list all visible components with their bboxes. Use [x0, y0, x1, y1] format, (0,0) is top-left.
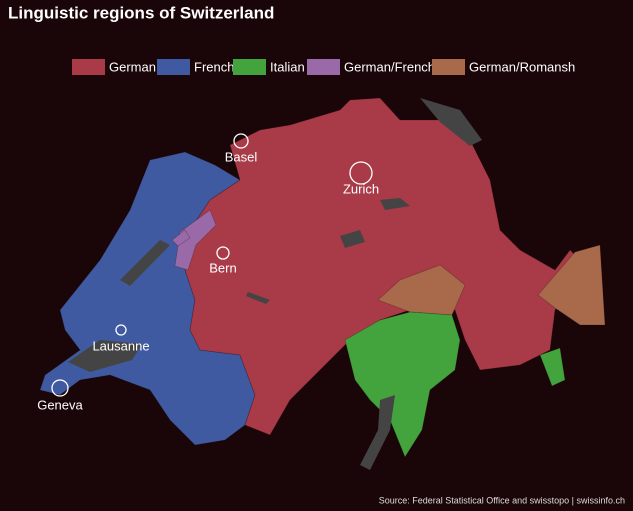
city-label: Geneva — [37, 397, 83, 412]
legend-label: German/French — [344, 59, 435, 74]
city-marker — [233, 133, 249, 149]
legend-swatch — [307, 59, 340, 75]
city-label: Basel — [225, 149, 258, 164]
cities: Basel Zurich Bern Lausanne Geneva — [37, 133, 379, 412]
region-german-french — [171, 229, 191, 247]
lake — [360, 395, 395, 470]
regions — [39, 97, 606, 458]
legend-label: French — [194, 59, 234, 74]
region-romansh — [537, 244, 606, 326]
lake — [340, 230, 365, 248]
region-italian — [344, 311, 461, 458]
city-marker — [349, 161, 373, 185]
region-german-french — [174, 209, 217, 271]
region-german — [184, 97, 591, 436]
city-marker — [115, 324, 127, 336]
legend-label: Italian — [270, 59, 305, 74]
legend: German French Italian German/French German/R… — [72, 59, 575, 75]
city-label: Zurich — [343, 181, 379, 196]
lake — [246, 292, 270, 304]
lake — [120, 240, 170, 286]
legend-swatch — [157, 59, 190, 75]
city-label: Bern — [209, 260, 236, 275]
legend-swatch — [432, 59, 465, 75]
source: Source: Federal Statistical Office and s… — [379, 495, 625, 505]
city-marker — [51, 379, 69, 397]
city-marker — [216, 246, 230, 260]
lake — [420, 98, 482, 146]
title: Linguistic regions of Switzerland — [8, 3, 274, 22]
lakes — [68, 98, 482, 470]
region-italian — [539, 347, 566, 387]
lake — [68, 340, 142, 372]
city-label: Lausanne — [92, 338, 149, 353]
legend-swatch — [72, 59, 105, 75]
legend-label: German — [109, 59, 156, 74]
legend-swatch — [233, 59, 266, 75]
legend-label: German/Romansh — [469, 59, 575, 74]
lake — [380, 198, 410, 210]
